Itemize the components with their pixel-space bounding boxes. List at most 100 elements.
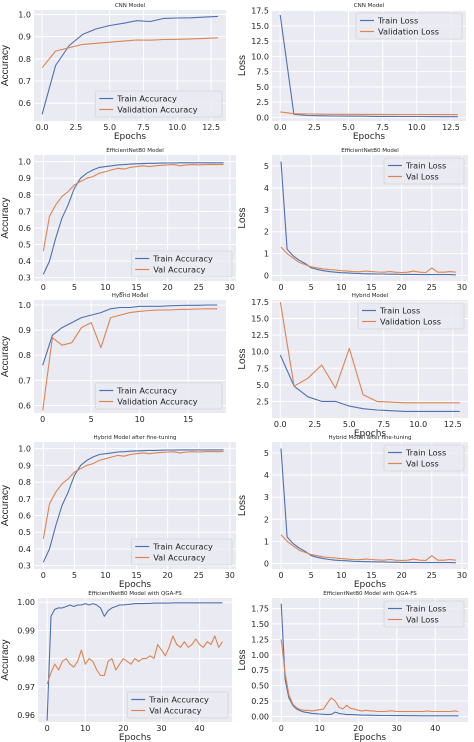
series-line-1 bbox=[279, 354, 460, 412]
series-line-2 bbox=[42, 308, 218, 411]
y-tick-label: 10.0 bbox=[251, 52, 269, 61]
x-axis-label: Epochs bbox=[354, 580, 387, 590]
y-axis-label: Accuracy bbox=[0, 45, 11, 86]
x-tick-label: 12.5 bbox=[442, 123, 460, 132]
y-tick-label: 12.5 bbox=[251, 37, 269, 46]
x-tick-label: 30 bbox=[457, 283, 467, 292]
x-tick-label: 5 bbox=[72, 571, 77, 580]
y-tick-label: 7.5 bbox=[256, 364, 269, 373]
legend-box bbox=[383, 444, 465, 472]
legend-label: Val Accuracy bbox=[149, 706, 201, 716]
x-tick-label: 25 bbox=[427, 571, 437, 580]
legend-label: Train Accuracy bbox=[116, 94, 177, 104]
x-tick-label: 30 bbox=[457, 571, 467, 580]
legend-label: Train Loss bbox=[379, 306, 420, 316]
x-tick-label: 0 bbox=[278, 283, 283, 292]
y-tick-label: 0.00 bbox=[251, 712, 269, 721]
y-tick-label: 2 bbox=[264, 228, 269, 237]
y-tick-label: 17.5 bbox=[251, 7, 269, 16]
y-tick-label: 2.5 bbox=[256, 397, 269, 406]
x-tick-label: 10.0 bbox=[409, 420, 427, 429]
x-tick-label: 5 bbox=[89, 415, 94, 424]
x-tick-label: 10 bbox=[315, 724, 325, 733]
x-tick-label: 0.0 bbox=[274, 420, 287, 429]
series-line-1 bbox=[280, 603, 459, 717]
y-tick-label: 4 bbox=[264, 471, 269, 480]
y-tick-label: 0.98 bbox=[17, 655, 35, 664]
y-tick-label: 0.75 bbox=[251, 666, 269, 675]
chart-title: Hybrid Model bbox=[352, 293, 389, 299]
x-tick-label: 2.5 bbox=[308, 420, 321, 429]
chart-title: Hybrid Model after fine-tuning bbox=[94, 435, 177, 441]
x-tick-label: 10 bbox=[336, 571, 346, 580]
series-line-2 bbox=[41, 37, 218, 69]
legend-label: Val Loss bbox=[406, 615, 439, 625]
x-tick-label: 25 bbox=[427, 283, 437, 292]
chart-panel-6: 0.0 2.5 5.0 7.5 10.0 12.5 2.5 5.0 7.5 10.0 12.5 15.… bbox=[237, 293, 468, 439]
y-tick-label: 5 bbox=[264, 162, 269, 171]
x-tick-label: 0.0 bbox=[36, 123, 49, 132]
x-tick-label: 0 bbox=[41, 283, 46, 292]
series-line-1 bbox=[42, 449, 224, 563]
y-axis-label: Loss bbox=[237, 55, 248, 76]
legend-box bbox=[130, 250, 233, 278]
x-tick-label: 0.0 bbox=[274, 123, 287, 132]
legend-label: Train Accuracy bbox=[152, 254, 213, 264]
y-axis-label: Loss bbox=[237, 495, 248, 516]
y-tick-label: 15.0 bbox=[251, 315, 269, 324]
y-tick-label: 0.99 bbox=[17, 626, 35, 635]
legend-label: Train Accuracy bbox=[116, 386, 177, 396]
series-line-2 bbox=[280, 639, 459, 713]
legend-box bbox=[355, 12, 463, 40]
y-tick-label: 12.5 bbox=[251, 331, 269, 340]
y-tick-label: 7.5 bbox=[256, 68, 269, 77]
x-tick-label: 15 bbox=[131, 283, 141, 292]
legend-label: Val Loss bbox=[406, 459, 439, 469]
legend-box bbox=[130, 538, 233, 566]
y-tick-label: 0.96 bbox=[17, 711, 35, 720]
x-tick-label: 30 bbox=[392, 724, 402, 733]
chart-title: CNN Model bbox=[115, 3, 146, 9]
x-tick-label: 7.5 bbox=[376, 123, 389, 132]
x-axis-label: Epochs bbox=[119, 580, 152, 590]
y-tick-label: 0.9 bbox=[18, 461, 31, 470]
y-tick-label: 0.9 bbox=[18, 326, 31, 335]
x-tick-label: 10 bbox=[100, 571, 110, 580]
legend-label: Validation Accuracy bbox=[117, 397, 198, 407]
y-tick-label: 1.0 bbox=[18, 301, 31, 310]
x-tick-label: 10.0 bbox=[408, 123, 426, 132]
x-tick-label: 25 bbox=[194, 283, 204, 292]
y-tick-label: 10.0 bbox=[251, 348, 269, 357]
x-axis-label: Epochs bbox=[119, 292, 152, 294]
x-axis-label: Epochs bbox=[354, 429, 387, 439]
x-tick-label: 30 bbox=[156, 724, 166, 733]
x-tick-label: 0 bbox=[279, 724, 284, 733]
x-tick-label: 2.5 bbox=[308, 123, 321, 132]
x-tick-label: 10.0 bbox=[168, 123, 186, 132]
x-tick-label: 15 bbox=[366, 283, 376, 292]
y-tick-label: 1.0 bbox=[18, 158, 31, 167]
legend-box bbox=[94, 382, 223, 410]
series-line-1 bbox=[46, 602, 223, 721]
y-tick-label: 1 bbox=[264, 250, 269, 259]
series-line-2 bbox=[280, 246, 456, 274]
series-line-1 bbox=[279, 14, 458, 118]
x-tick-label: 5.0 bbox=[103, 123, 116, 132]
chart-panel-1: 0.0 2.5 5.0 7.5 10.0 12.5 0.6 0.7 0.8 0.9 1.0 CNN M… bbox=[0, 3, 226, 142]
y-tick-label: 0.8 bbox=[18, 191, 31, 200]
y-tick-label: 1.75 bbox=[251, 604, 269, 613]
x-axis-label: Epochs bbox=[114, 132, 147, 142]
x-axis-label: Epochs bbox=[354, 733, 387, 742]
legend-box bbox=[383, 600, 465, 628]
series-line-1 bbox=[280, 448, 456, 564]
chart-title: EfficientNetB0 Model with QGA-FS bbox=[88, 591, 182, 597]
y-tick-label: 0.0 bbox=[256, 113, 269, 122]
chart-title: Hybrid Model after fine-tuning bbox=[329, 435, 412, 441]
x-tick-label: 5.0 bbox=[343, 420, 356, 429]
chart-panel-8: 0 5 10 15 20 25 30 0 1 2 3 4 5 Hybrid Model after fin… bbox=[237, 435, 468, 590]
